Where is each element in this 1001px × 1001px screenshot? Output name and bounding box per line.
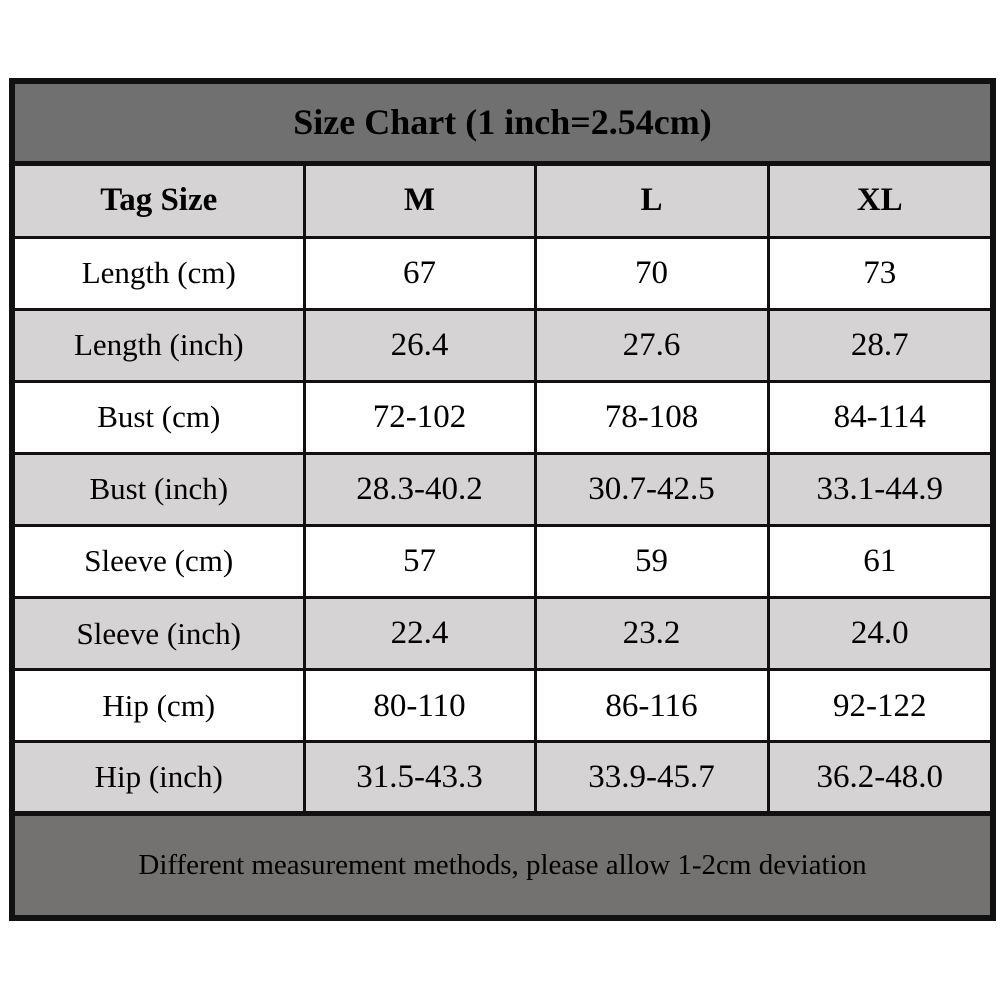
value-cell: 23.2 (533, 596, 770, 672)
value-cell: 33.1-44.9 (766, 451, 995, 527)
row-label-cell: Sleeve (inch) (10, 596, 306, 672)
value-cell: 28.7 (766, 307, 995, 383)
table-row-sleeve-cm: Sleeve (cm) 57 59 61 (10, 523, 995, 600)
row-label-cell: Bust (cm) (10, 379, 306, 455)
header-cell-tag-size: Tag Size (10, 161, 306, 239)
size-chart-table: Size Chart (1 inch=2.54cm) Tag Size M L … (9, 78, 997, 921)
value-cell: 78-108 (533, 379, 770, 455)
row-label-cell: Length (cm) (10, 235, 306, 311)
header-row: Tag Size M L XL (10, 161, 995, 239)
value-cell: 30.7-42.5 (533, 451, 770, 527)
value-cell: 70 (533, 235, 770, 311)
value-cell: 67 (302, 235, 537, 311)
footer-row: Different measurement methods, please al… (10, 811, 995, 920)
value-cell: 73 (766, 235, 995, 311)
value-cell: 28.3-40.2 (302, 451, 537, 527)
row-label-cell: Hip (inch) (10, 740, 306, 816)
deviation-note: Different measurement methods, please al… (10, 811, 995, 920)
value-cell: 72-102 (302, 379, 537, 455)
value-cell: 33.9-45.7 (533, 740, 770, 816)
size-chart-container: Size Chart (1 inch=2.54cm) Tag Size M L … (9, 78, 997, 921)
table-row-length-cm: Length (cm) 67 70 73 (10, 235, 995, 311)
value-cell: 84-114 (766, 379, 995, 455)
value-cell: 24.0 (766, 596, 995, 672)
value-cell: 80-110 (302, 668, 537, 744)
value-cell: 31.5-43.3 (302, 740, 537, 816)
size-chart-title: Size Chart (1 inch=2.54cm) (10, 79, 995, 166)
row-label-cell: Bust (inch) (10, 451, 306, 527)
table-row-bust-cm: Bust (cm) 72-102 78-108 84-114 (10, 379, 995, 455)
value-cell: 36.2-48.0 (766, 740, 995, 816)
value-cell: 27.6 (533, 307, 770, 383)
table-row-length-inch: Length (inch) 26.4 27.6 28.7 (10, 307, 995, 383)
value-cell: 22.4 (302, 596, 537, 672)
value-cell: 61 (766, 523, 995, 600)
row-label-cell: Sleeve (cm) (10, 523, 306, 600)
header-cell-l: L (533, 161, 770, 239)
table-row-hip-inch: Hip (inch) 31.5-43.3 33.9-45.7 36.2-48.0 (10, 740, 995, 816)
table-row-bust-inch: Bust (inch) 28.3-40.2 30.7-42.5 33.1-44.… (10, 451, 995, 527)
table-row-hip-cm: Hip (cm) 80-110 86-116 92-122 (10, 668, 995, 744)
title-row: Size Chart (1 inch=2.54cm) (10, 79, 995, 166)
value-cell: 59 (533, 523, 770, 600)
row-label-cell: Hip (cm) (10, 668, 306, 744)
table-row-sleeve-inch: Sleeve (inch) 22.4 23.2 24.0 (10, 596, 995, 672)
row-label-cell: Length (inch) (10, 307, 306, 383)
value-cell: 26.4 (302, 307, 537, 383)
header-cell-m: M (302, 161, 537, 239)
value-cell: 86-116 (533, 668, 770, 744)
value-cell: 57 (302, 523, 537, 600)
header-cell-xl: XL (766, 161, 995, 239)
value-cell: 92-122 (766, 668, 995, 744)
